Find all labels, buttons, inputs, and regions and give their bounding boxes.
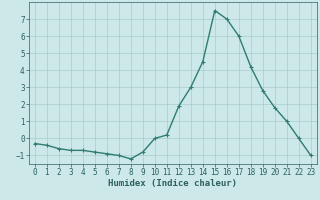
X-axis label: Humidex (Indice chaleur): Humidex (Indice chaleur) xyxy=(108,179,237,188)
